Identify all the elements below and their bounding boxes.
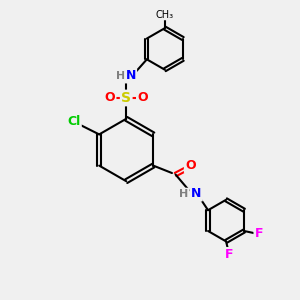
Text: H: H	[179, 189, 188, 199]
Text: O: O	[185, 159, 196, 172]
Text: N: N	[191, 187, 202, 200]
Text: N: N	[125, 69, 136, 82]
Text: F: F	[255, 227, 263, 241]
Text: Cl: Cl	[67, 115, 81, 128]
Text: H: H	[116, 71, 125, 81]
Text: F: F	[225, 248, 233, 261]
Text: CH₃: CH₃	[156, 10, 174, 20]
Text: O: O	[137, 92, 148, 104]
Text: O: O	[105, 92, 115, 104]
Text: S: S	[121, 91, 131, 105]
